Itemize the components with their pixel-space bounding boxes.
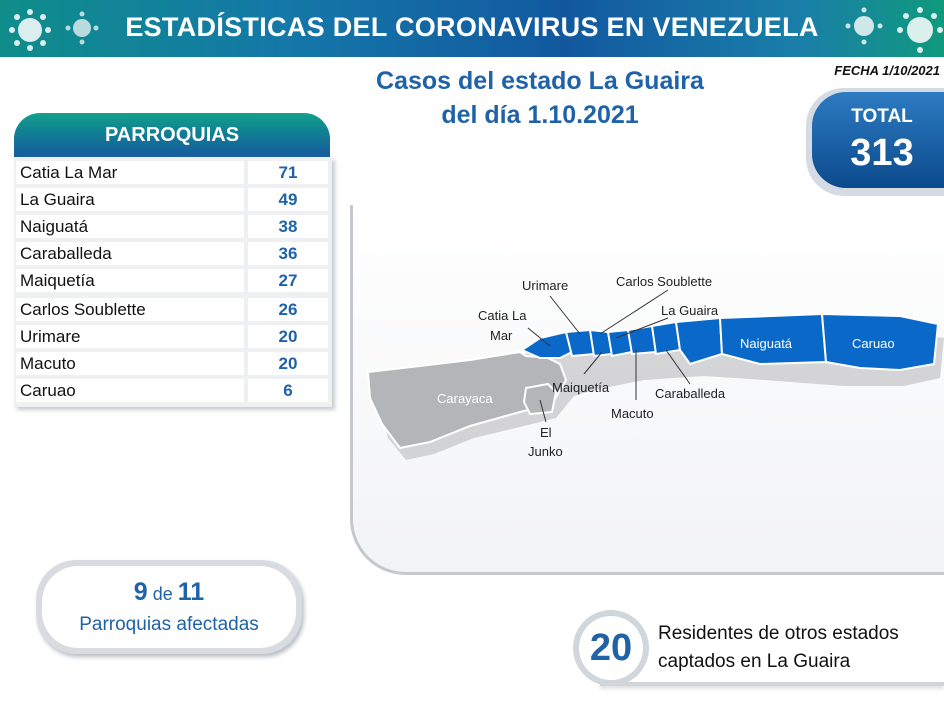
parroquia-cases: 6: [248, 379, 328, 402]
map-label-el-junko-1: El: [540, 425, 552, 440]
map-label-catia-la-mar-2: Mar: [490, 328, 513, 343]
virus-icon: [897, 7, 943, 53]
headline: Casos del estado La Guaira del día 1.10.…: [330, 64, 750, 132]
table-header-label: PARROQUIAS: [104, 124, 240, 146]
naiguata-region: [718, 312, 828, 366]
affected-count: 9: [133, 578, 148, 606]
affected-connector: de: [152, 584, 173, 604]
map-label-carlos-soublette: Carlos Soublette: [616, 274, 712, 289]
affected-inner: 9 de 11 Parroquias afectadas: [42, 566, 296, 648]
parroquia-cases: 49: [248, 188, 328, 211]
map-label-catia-la-mar-1: Catia La: [478, 308, 527, 323]
map-label-naiguata: Naiguatá: [740, 336, 793, 351]
total-label: TOTAL: [851, 106, 913, 127]
carayaca-region: [366, 350, 568, 450]
parroquia-cases: 71: [248, 161, 328, 184]
parroquia-cases: 26: [248, 298, 328, 321]
parroquia-cases: 20: [248, 352, 328, 375]
residents-line1: Residentes de otros estados: [658, 623, 899, 644]
map-label-macuto: Macuto: [611, 406, 654, 421]
table-row: Catia La Mar 71: [14, 161, 332, 184]
parroquia-cases: 27: [248, 269, 328, 292]
parroquia-name: Urimare: [16, 325, 244, 348]
header-banner: ESTADÍSTICAS DEL CORONAVIRUS EN VENEZUEL…: [0, 0, 944, 57]
parroquia-name: Caraballeda: [16, 242, 244, 265]
table-row: Maiquetía 27: [14, 269, 332, 292]
affected-total: 11: [177, 578, 205, 606]
map-label-urimare: Urimare: [522, 278, 568, 293]
table-row: Caraballeda 36: [14, 242, 332, 265]
parroquia-name: Carlos Soublette: [16, 298, 244, 321]
parroquia-name: La Guaira: [16, 188, 244, 211]
affected-parishes-box: 9 de 11 Parroquias afectadas: [36, 560, 302, 654]
total-box: TOTAL 313: [806, 88, 944, 196]
parroquia-cases: 38: [248, 215, 328, 238]
parroquia-name: Maiquetía: [16, 269, 244, 292]
residents-bar: [600, 612, 944, 686]
headline-line2: del día 1.10.2021: [441, 101, 639, 129]
map-label-maiquetia: Maiquetía: [552, 380, 610, 395]
table-row: Naiguatá 38: [14, 215, 332, 238]
residents-circle: 20: [573, 610, 649, 686]
parroquia-cases: 36: [248, 242, 328, 265]
virus-icon: [845, 7, 883, 45]
parroquia-name: Naiguatá: [16, 215, 244, 238]
parroquia-name: Macuto: [16, 352, 244, 375]
table-header: PARROQUIAS: [14, 113, 330, 157]
total-value: 313: [850, 132, 914, 174]
residents-value: 20: [579, 616, 643, 680]
affected-label: Parroquias afectadas: [79, 614, 259, 635]
report-date: FECHA 1/10/2021: [834, 63, 940, 78]
table-row: La Guaira 49: [14, 188, 332, 211]
banner-title: ESTADÍSTICAS DEL CORONAVIRUS EN VENEZUEL…: [125, 12, 819, 42]
residents-text: Residentes de otros estados captados en …: [658, 620, 938, 676]
map-label-caruao: Caruao: [852, 336, 895, 351]
virus-icon: [65, 11, 99, 45]
map-label-el-junko-2: Junko: [528, 444, 563, 459]
headline-line1: Casos del estado La Guaira: [376, 67, 704, 95]
residents-line2: captados en La Guaira: [658, 651, 851, 672]
caraballeda-region: [674, 316, 724, 366]
catia-la-mar-region: [519, 330, 574, 359]
parroquias-table: Catia La Mar 71 La Guaira 49 Naiguatá 38 Ca…: [14, 157, 332, 407]
table-row: Macuto 20: [14, 352, 332, 375]
table-row: Urimare 20: [14, 325, 332, 348]
parroquia-name: Caruao: [16, 379, 244, 402]
parroquia-cases: 20: [248, 325, 328, 348]
affected-count-line: 9 de 11: [42, 578, 296, 607]
el-junko-region: [522, 382, 558, 416]
map-label-la-guaira: La Guaira: [661, 303, 719, 318]
map-label-carayaca: Carayaca: [437, 391, 493, 406]
table-row: Carlos Soublette 26: [14, 298, 332, 321]
total-inner: TOTAL 313: [812, 92, 944, 188]
table-row: Caruao 6: [14, 379, 332, 402]
map-label-caraballeda: Caraballeda: [655, 386, 726, 401]
parroquia-name: Catia La Mar: [16, 161, 244, 184]
virus-icon: [9, 9, 51, 51]
caruao-region: [820, 312, 940, 372]
